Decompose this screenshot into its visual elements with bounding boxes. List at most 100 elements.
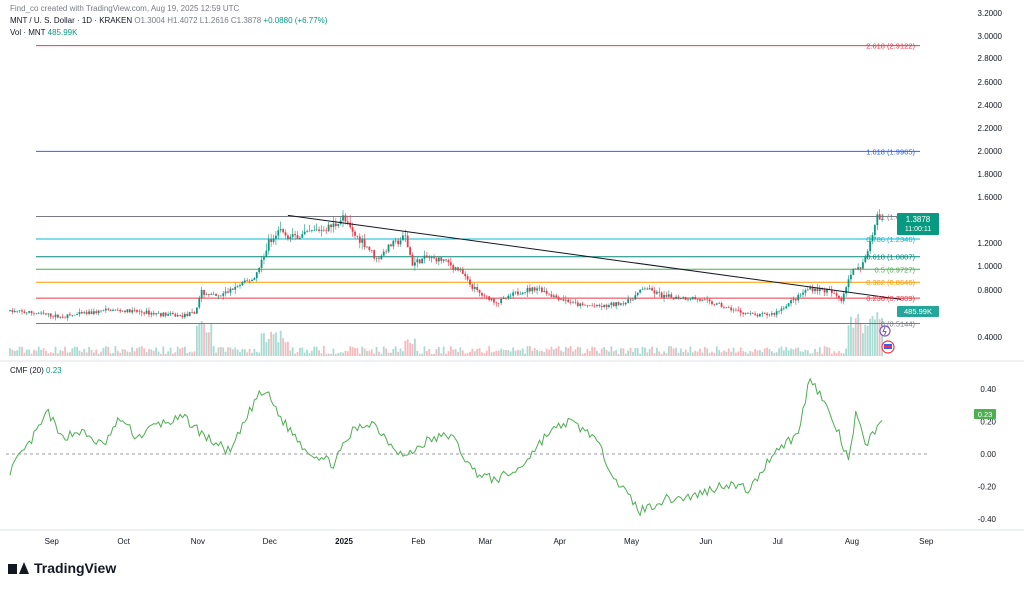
ohlc-close: C1.3878 [230,16,262,25]
candle-body [445,259,447,261]
descending-trendline[interactable] [287,214,902,300]
candle-body [433,257,435,259]
candle-body [210,294,213,295]
candle-body [826,288,828,293]
candle-body [457,267,459,271]
ohlc-open: O1.3004 [134,16,166,25]
candle-body [564,299,567,301]
candle-body [512,292,515,296]
volume-bar [677,352,680,356]
candle-body [68,314,71,316]
candle-body [655,291,658,294]
volume-bar [42,348,45,356]
candle-body [524,292,527,293]
candle-body [481,292,483,296]
candle-body [790,300,792,304]
volume-bar [162,346,165,356]
candle-body [581,303,584,305]
volume-bar [150,349,153,356]
volume-legend[interactable]: Vol · MNT 485.99K [10,28,77,37]
candle-body [591,305,594,307]
volume-bar [852,327,855,356]
volume-bar [267,338,270,356]
candle-body [735,309,737,311]
candle-body [780,308,783,311]
candle-body [198,298,201,308]
volume-bar [243,349,246,356]
event-markers[interactable] [879,325,895,354]
volume-bar [80,352,83,356]
volume-bar [483,353,486,356]
volume-bar [354,348,356,356]
candle-body [641,289,644,290]
candle-body [514,291,517,293]
volume-bar [349,346,352,356]
candle-body [497,302,500,304]
volume-bar [636,347,639,356]
volume-label: Vol · MNT [10,28,46,37]
price-axis[interactable]: 3.2000 3.0000 2.8000 2.6000 2.4000 2.2000 2.00… [978,9,1003,342]
candle-body [612,302,615,307]
cmf-legend[interactable]: CMF (20) 0.23 [10,366,62,375]
fib-level-label: 0.786 (1.2346) [866,235,915,244]
symbol-legend[interactable]: MNT / U. S. Dollar · 1D · KRAKEN O1.3004… [10,16,327,25]
candle-body [634,295,637,300]
volume-bar [651,346,653,356]
volume-bar [814,349,816,356]
symbol-name[interactable]: MNT / U. S. Dollar · 1D · KRAKEN [10,16,133,25]
volume-bar [653,353,656,356]
candle-body [303,231,306,235]
volume-bar [179,348,182,356]
volume-bar [277,342,280,356]
volume-bar [747,353,749,356]
cmf-line[interactable] [9,377,883,517]
candle-body [449,262,452,266]
candle-body [540,287,543,292]
candle-body [399,240,402,245]
candle-body [85,312,88,314]
candle-body [502,297,505,300]
candle-body [708,299,711,302]
cmf-tick-label: -0.40 [978,515,997,524]
candle-body [720,303,723,307]
candle-body [689,299,692,300]
time-axis[interactable]: Sep Oct Nov Dec 2025 Feb Mar Apr May Jun Jul Aug Sep [45,537,934,546]
candle-body [219,295,222,297]
candle-body [49,313,52,317]
volume-bar [622,348,625,356]
candle-body [862,262,864,269]
candle-body [425,255,428,258]
volume-bar [78,350,81,356]
candle-body [174,314,177,317]
candle-body [298,237,301,239]
volume-bar [102,347,105,356]
candle-body [78,311,81,315]
volume-bar [485,350,488,356]
volume-bar [157,351,160,356]
candle-body [227,291,229,293]
volume-bar [648,349,651,356]
candle-body [806,289,809,291]
cmf-tick-label: 0.20 [980,417,996,426]
volume-bar [54,346,57,356]
cmf-axis[interactable]: 0.40 0.20 0.00 -0.20 -0.40 [978,385,997,524]
volume-bar [617,353,620,356]
candle-body [845,287,848,294]
volume-bar [167,351,170,356]
volume-bar [49,352,52,356]
candle-body [476,287,479,291]
volume-bar [64,346,67,356]
candlestick-series[interactable] [9,209,883,321]
volume-bar [464,353,467,356]
candle-body [18,310,21,312]
volume-bar [433,353,435,356]
volume-bar [727,348,730,356]
volume-bar [394,346,397,356]
volume-bar [107,346,110,356]
candle-body [124,310,126,313]
candle-body [164,312,167,316]
candle-body [366,246,368,248]
candle-body [869,241,872,252]
volume-bar [131,347,134,356]
